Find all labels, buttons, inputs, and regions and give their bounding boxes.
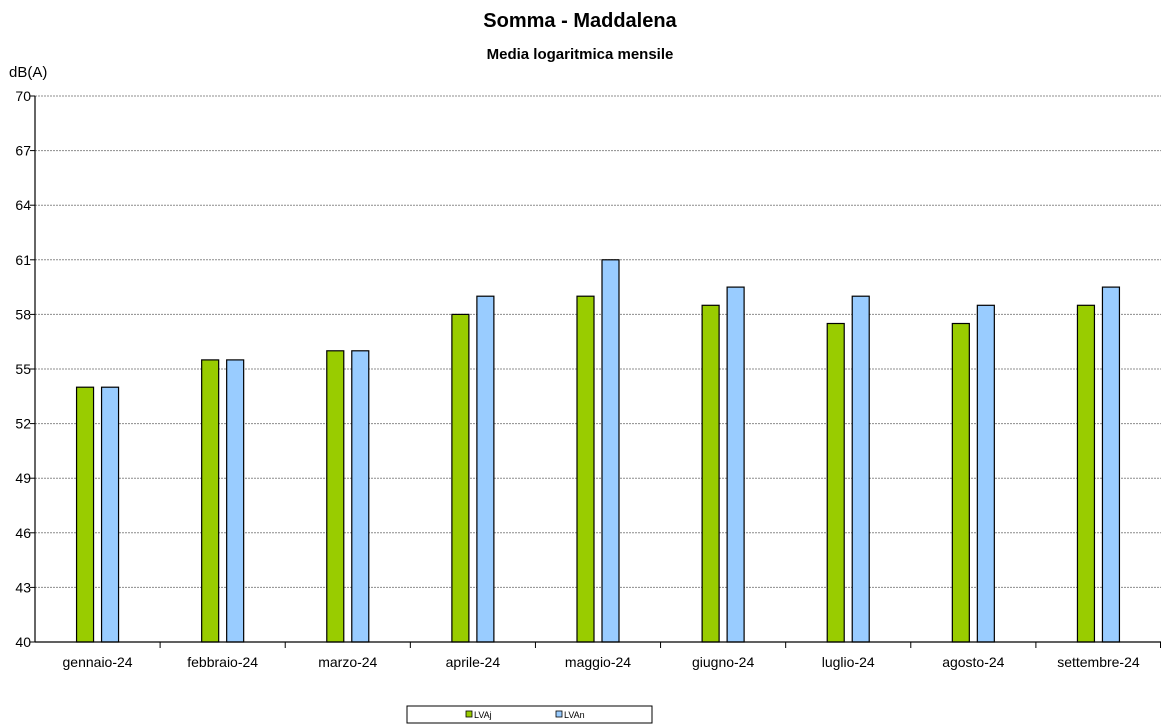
x-tick-label: maggio-24 [565,654,631,670]
gridlines [35,95,1161,588]
y-tick-label: 40 [15,634,31,650]
x-tick-label: giugno-24 [692,654,754,670]
bar-lvan-giugno-24 [726,286,745,643]
legend: LVAj LVAn [406,705,653,724]
y-tick-label: 55 [15,361,31,377]
y-tick-label: 46 [15,525,31,541]
y-axis-label: dB(A) [9,64,47,81]
y-tick-label: 58 [15,306,31,322]
bar-lvaj-giugno-24 [701,304,720,643]
y-tick-labels: 40 43 46 49 52 55 58 61 64 67 70 [15,88,31,650]
bar-lvan-febbraio-24 [226,359,245,643]
y-tick-label: 61 [15,252,31,268]
y-tick-label: 67 [15,143,31,159]
bar-lvaj-aprile-24 [451,313,470,643]
x-tick-labels: gennaio-24 febbraio-24 marzo-24 aprile-24 ma… [63,654,1140,670]
legend-box [406,705,653,724]
x-tick-label: febbraio-24 [187,654,258,670]
legend-label-lvan: LVAn [564,710,585,720]
legend-swatch-lvan [555,710,563,718]
bar-lvan-agosto-24 [976,304,995,643]
legend-swatch-lvaj [465,710,473,718]
bar-lvan-aprile-24 [476,295,495,643]
bar-lvan-luglio-24 [851,295,870,643]
x-tick-label: agosto-24 [942,654,1004,670]
x-tick-label: luglio-24 [822,654,875,670]
chart-subtitle: Media logaritmica mensile [487,46,674,63]
y-tick-label: 70 [15,88,31,104]
y-tick-label: 52 [15,416,31,432]
bar-lvaj-marzo-24 [326,350,345,643]
y-tick-label: 43 [15,579,31,595]
x-tick-label: marzo-24 [318,654,377,670]
bar-lvan-settembre-24 [1101,286,1121,643]
y-tick-label: 49 [15,470,31,486]
chart-title: Somma - Maddalena [483,10,677,32]
bars [75,259,1121,643]
axes [30,95,1161,648]
bar-lvaj-agosto-24 [951,322,970,643]
bar-lvan-marzo-24 [351,350,370,643]
x-tick-label: aprile-24 [446,654,501,670]
bar-lvan-gennaio-24 [100,386,120,643]
bar-lvan-maggio-24 [601,259,620,643]
y-tick-label: 64 [15,197,31,213]
x-tick-label: gennaio-24 [63,654,133,670]
bar-lvaj-settembre-24 [1076,304,1096,643]
x-tick-label: settembre-24 [1057,654,1140,670]
bar-lvaj-luglio-24 [826,322,845,643]
bar-lvaj-gennaio-24 [75,386,95,643]
legend-label-lvaj: LVAj [474,710,492,720]
bar-lvaj-maggio-24 [576,295,595,643]
bar-lvaj-febbraio-24 [201,359,220,643]
